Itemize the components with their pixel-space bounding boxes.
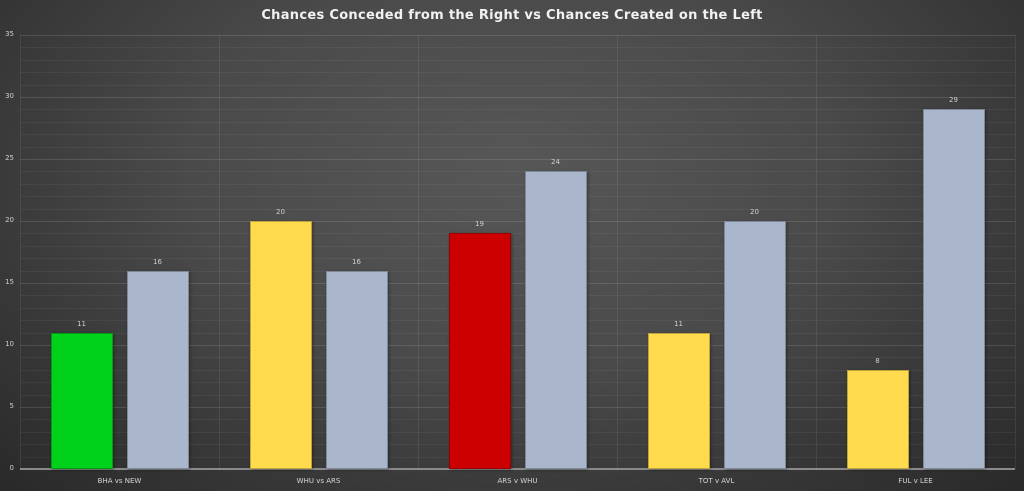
bar-conceded-right bbox=[647, 332, 710, 469]
gridline bbox=[20, 456, 1015, 458]
bar-created-left bbox=[325, 270, 388, 469]
y-tick-label: 20 bbox=[5, 216, 14, 224]
gridline bbox=[20, 407, 1015, 408]
gridline bbox=[20, 171, 1015, 173]
gridline bbox=[20, 146, 1015, 148]
x-tick-label: TOT v AVL bbox=[698, 477, 735, 485]
x-tick-label: WHU vs ARS bbox=[296, 477, 341, 485]
gridline bbox=[20, 307, 1015, 309]
gridline bbox=[20, 320, 1015, 322]
y-tick-label: 25 bbox=[5, 154, 14, 162]
gridline bbox=[20, 444, 1015, 446]
x-axis-line bbox=[20, 468, 1015, 470]
gridline bbox=[816, 35, 817, 469]
y-tick-label: 0 bbox=[9, 464, 14, 472]
gridline bbox=[20, 357, 1015, 359]
gridline bbox=[20, 295, 1015, 297]
bar-created-left bbox=[922, 109, 985, 469]
gridline bbox=[1015, 35, 1016, 469]
data-label: 29 bbox=[949, 96, 958, 105]
bar-created-left bbox=[723, 221, 786, 469]
gridline bbox=[20, 47, 1015, 49]
x-tick-label: BHA vs NEW bbox=[97, 477, 142, 485]
y-tick-label: 35 bbox=[5, 30, 14, 38]
data-label: 19 bbox=[475, 220, 484, 229]
gridline bbox=[20, 208, 1015, 210]
gridline bbox=[20, 183, 1015, 185]
gridline bbox=[20, 134, 1015, 136]
data-label: 8 bbox=[875, 356, 880, 365]
gridline bbox=[20, 59, 1015, 61]
plot-area: 11 16 20 16 19 24 11 20 8 29 bbox=[20, 35, 1016, 470]
gridline bbox=[20, 431, 1015, 433]
gridline bbox=[20, 121, 1015, 123]
gridline bbox=[20, 382, 1015, 384]
x-tick-label: FUL v LEE bbox=[898, 477, 933, 485]
data-label: 20 bbox=[276, 208, 285, 216]
bar-conceded-right bbox=[50, 332, 113, 469]
y-tick-label: 10 bbox=[5, 340, 14, 348]
gridline bbox=[20, 233, 1015, 235]
gridline bbox=[20, 159, 1015, 160]
data-label: 20 bbox=[750, 208, 759, 216]
gridline bbox=[20, 345, 1015, 346]
gridline bbox=[20, 258, 1015, 260]
gridline bbox=[20, 35, 1015, 36]
data-label: 16 bbox=[153, 257, 162, 266]
gridline bbox=[20, 283, 1015, 284]
gridline bbox=[20, 97, 1015, 98]
gridline bbox=[20, 394, 1015, 396]
gridline bbox=[20, 196, 1015, 198]
gridline bbox=[219, 35, 220, 469]
bar-created-left bbox=[126, 270, 189, 469]
gridline bbox=[20, 84, 1015, 86]
gridline bbox=[20, 35, 21, 469]
gridline bbox=[20, 245, 1015, 247]
gridline bbox=[20, 221, 1015, 222]
gridline bbox=[418, 35, 419, 469]
bar-conceded-right bbox=[249, 221, 312, 469]
data-label: 11 bbox=[674, 319, 683, 328]
gridline bbox=[20, 369, 1015, 371]
x-tick-label: ARS v WHU bbox=[497, 477, 538, 485]
gridline bbox=[20, 72, 1015, 74]
gridline bbox=[20, 332, 1015, 334]
bar-created-left bbox=[524, 171, 587, 469]
data-label: 24 bbox=[551, 158, 560, 167]
chart-title: Chances Conceded from the Right vs Chanc… bbox=[261, 8, 763, 23]
y-tick-label: 15 bbox=[5, 278, 14, 286]
bar-conceded-right bbox=[846, 369, 909, 469]
y-tick-label: 30 bbox=[5, 92, 14, 100]
data-label: 16 bbox=[352, 257, 361, 266]
gridline bbox=[20, 270, 1015, 272]
bar-conceded-right bbox=[448, 233, 511, 469]
gridline bbox=[617, 35, 618, 469]
gridline bbox=[20, 109, 1015, 111]
gridline bbox=[20, 419, 1015, 421]
y-tick-label: 5 bbox=[9, 402, 14, 410]
data-label: 11 bbox=[77, 319, 86, 328]
